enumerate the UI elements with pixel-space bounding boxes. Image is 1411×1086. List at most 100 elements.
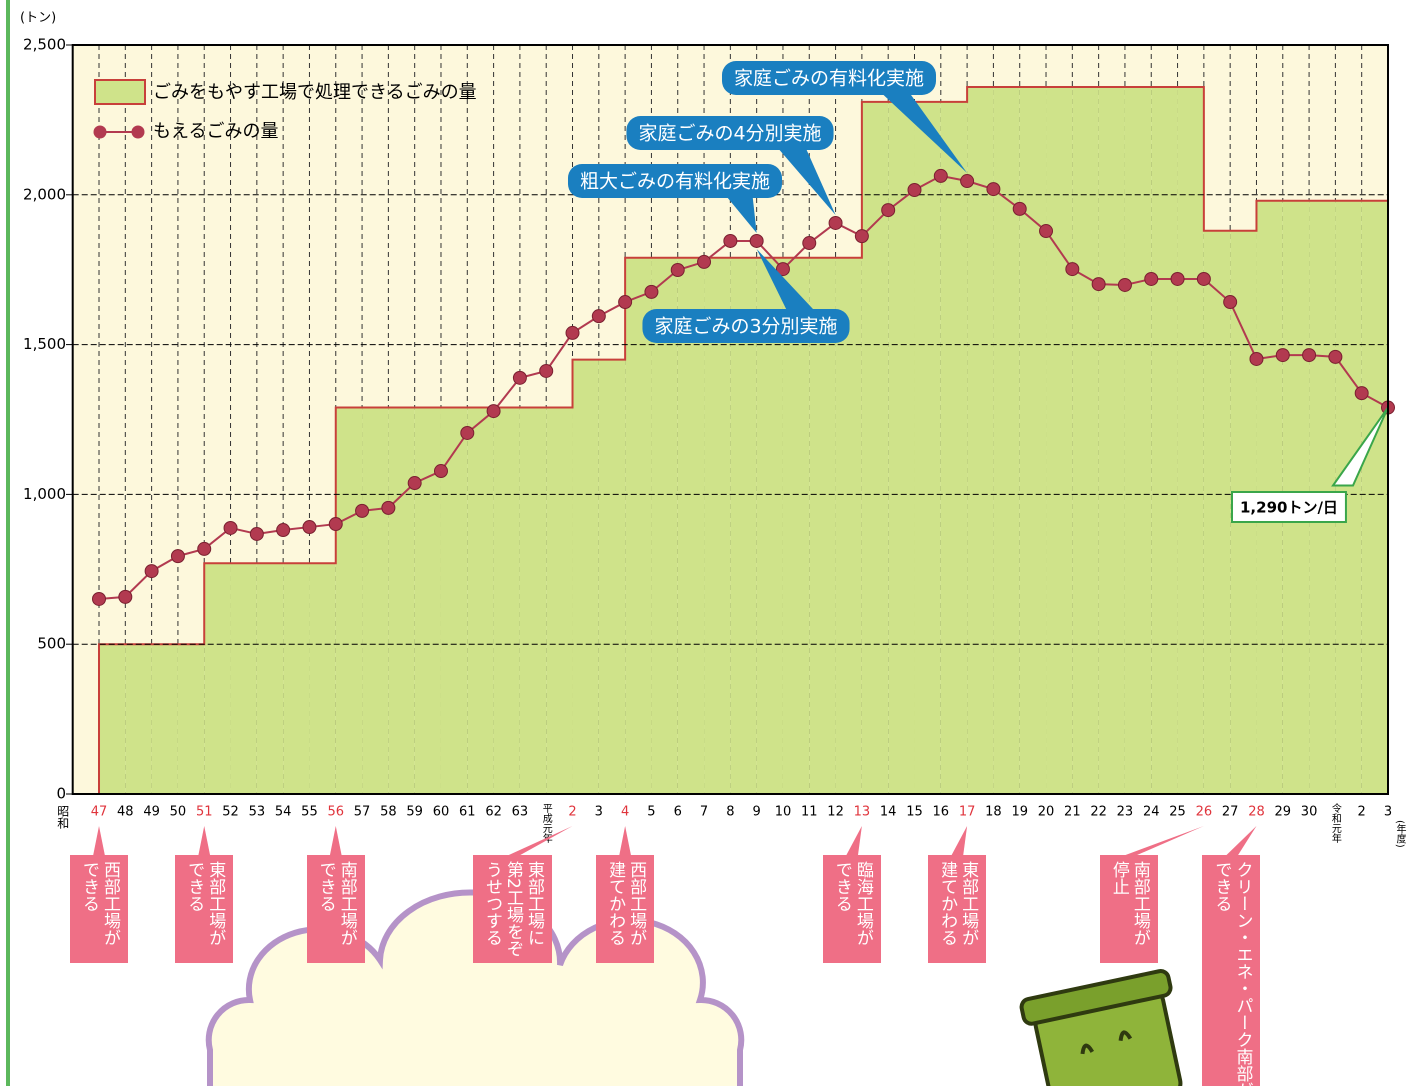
x-tick-label: 58	[380, 805, 397, 820]
y-tick-label: 0	[56, 785, 66, 803]
x-tick-label: 27	[1222, 805, 1239, 820]
waste-point	[303, 521, 316, 534]
annotation-text: 家庭ごみの3分別実施	[654, 316, 837, 338]
capacity-bar	[573, 360, 599, 794]
event-pointer	[951, 826, 967, 856]
waste-point	[408, 477, 421, 490]
x-tick-label: 6	[674, 805, 682, 820]
annotation-text: 家庭ごみの4分別実施	[638, 123, 821, 145]
waste-point	[1171, 272, 1184, 285]
waste-point	[987, 183, 1000, 196]
x-tick-label: 11	[801, 805, 818, 820]
event-label: 東部工場が建てかわる	[928, 855, 986, 963]
waste-point	[224, 521, 237, 534]
waste-point	[619, 296, 632, 309]
waste-point	[1197, 272, 1210, 285]
x-tick-label: 18	[985, 805, 1002, 820]
waste-point	[882, 204, 895, 217]
y-axis-unit: (トン)	[20, 11, 56, 26]
x-tick-label: 5	[647, 805, 655, 820]
x-tick-label: 令和元年	[1329, 802, 1341, 844]
y-tick-label: 500	[37, 635, 66, 653]
waste-point	[1303, 349, 1316, 362]
x-tick-label: 9	[753, 805, 761, 820]
x-tick-label: 59	[406, 805, 423, 820]
annotation-text: 家庭ごみの有料化実施	[734, 68, 924, 90]
waste-point	[198, 542, 211, 555]
capacity-bar	[309, 563, 335, 794]
waste-point	[119, 590, 132, 603]
capacity-bar	[388, 408, 414, 794]
x-tick-label: 29	[1275, 805, 1292, 820]
waste-point	[461, 426, 474, 439]
x-tick-label: 26	[1196, 805, 1213, 820]
annotation-text: 粗大ごみの有料化実施	[580, 171, 770, 193]
x-tick-label: 24	[1143, 805, 1160, 820]
x-tick-label: 23	[1117, 805, 1134, 820]
waste-point	[1013, 202, 1026, 215]
x-tick-label: 49	[143, 805, 160, 820]
x-tick-label: 48	[117, 805, 134, 820]
y-tick-label: 1,000	[23, 485, 66, 503]
x-tick-label: 2	[1358, 805, 1366, 820]
x-tick-label: 7	[700, 805, 708, 820]
waste-point	[1276, 349, 1289, 362]
waste-point	[1329, 350, 1342, 363]
x-prefix: 昭和	[56, 805, 70, 829]
event-pointer	[846, 826, 862, 856]
x-tick-label: 12	[827, 805, 844, 820]
x-tick-label: 30	[1301, 805, 1318, 820]
event-pointer	[1225, 826, 1256, 856]
waste-point	[171, 550, 184, 563]
waste-point	[961, 175, 974, 188]
x-tick-label: 8	[726, 805, 734, 820]
capacity-bar	[336, 408, 362, 794]
x-tick-label: 3	[1384, 805, 1392, 820]
waste-point	[671, 263, 684, 276]
waste-point	[93, 592, 106, 605]
waste-point	[250, 527, 263, 540]
waste-point	[1145, 272, 1158, 285]
x-tick-label: 22	[1090, 805, 1107, 820]
capacity-bar	[231, 563, 257, 794]
waste-point	[277, 524, 290, 537]
legend-swatch	[95, 80, 145, 104]
capacity-bar	[283, 563, 309, 794]
waste-point	[750, 234, 763, 247]
capacity-bar	[1072, 87, 1098, 794]
capacity-bar	[520, 408, 546, 794]
waste-point	[724, 234, 737, 247]
waste-point	[1040, 225, 1053, 238]
capacity-bar	[1099, 87, 1125, 794]
x-tick-label: 62	[485, 805, 502, 820]
event-pointer	[93, 826, 105, 856]
capacity-bar	[1020, 87, 1046, 794]
capacity-bar	[1204, 231, 1230, 794]
value-label: 1,290トン/日	[1240, 499, 1338, 517]
capacity-bar	[362, 408, 388, 794]
waste-point	[145, 565, 158, 578]
event-pointer	[330, 826, 342, 856]
x-tick-label: 17	[959, 805, 976, 820]
x-tick-label: 13	[854, 805, 871, 820]
x-tick-label: 10	[775, 805, 792, 820]
x-tick-label: 47	[91, 805, 108, 820]
event-label: 東部工場ができる	[175, 855, 233, 963]
event-label: 南部工場ができる	[307, 855, 365, 963]
y-tick-label: 2,000	[23, 185, 66, 203]
waste-point	[855, 230, 868, 243]
capacity-bar	[599, 360, 625, 794]
waste-point	[1224, 296, 1237, 309]
capacity-bar	[204, 563, 230, 794]
x-tick-label: 21	[1064, 805, 1081, 820]
waste-point	[908, 184, 921, 197]
legend-label: もえるごみの量	[153, 121, 278, 142]
x-tick-label: 14	[880, 805, 897, 820]
x-suffix: (年度)	[1394, 820, 1406, 848]
capacity-bar	[914, 102, 940, 794]
waste-point	[934, 169, 947, 182]
event-label: 東部工場に第2工場をぞうせつする	[473, 855, 552, 963]
waste-point	[1066, 263, 1079, 276]
event-label: 臨海工場ができる	[823, 855, 881, 963]
capacity-bar	[99, 644, 125, 794]
